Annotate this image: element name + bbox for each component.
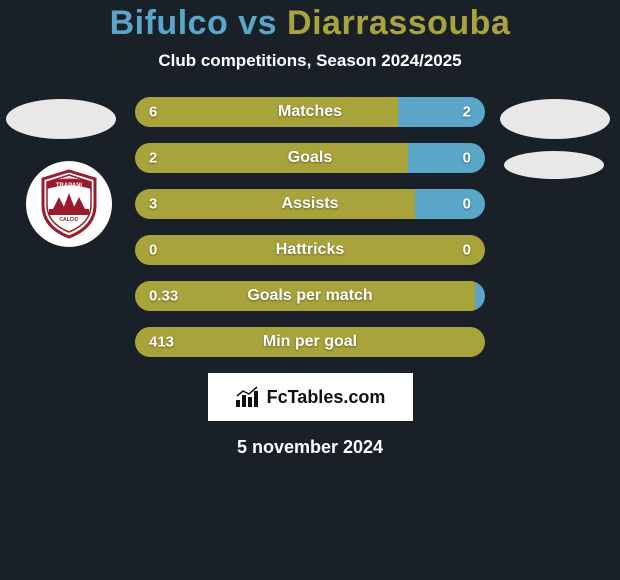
title-player2: Diarrassouba [287,4,510,42]
stat-value-left: 413 [149,334,174,351]
bar-seg-right [475,281,486,311]
subtitle: Club competitions, Season 2024/2025 [0,51,620,71]
title-vs: vs [228,4,287,42]
stat-label: Goals per match [247,287,372,305]
stat-value-right: 0 [463,242,471,259]
bar-seg-right [415,189,485,219]
watermark-text: FcTables.com [267,387,386,408]
main-area: TRAPANI CALCIO 6 2 Matches 2 0 Goals 3 0 Assists… [0,97,620,458]
date-text: 5 november 2024 [0,437,620,458]
stat-value-left: 3 [149,196,157,213]
page-title: Bifulco vs Diarrassouba [0,4,620,43]
bar-seg-right [398,97,486,127]
stat-value-left: 6 [149,104,157,121]
stat-value-right: 2 [463,104,471,121]
team-oval-right-2 [504,151,604,179]
stat-row: 2 0 Goals [135,143,485,173]
stat-label: Goals [288,149,332,167]
stat-row: 6 2 Matches [135,97,485,127]
bar-seg-left [135,189,415,219]
fctables-icon [235,386,261,408]
stat-label: Assists [282,195,339,213]
stat-row: 413 Min per goal [135,327,485,357]
stat-value-left: 0 [149,242,157,259]
stat-label: Hattricks [276,241,344,259]
comparison-bars: 6 2 Matches 2 0 Goals 3 0 Assists 0 0 Hattricks 0.33… [135,97,485,357]
stat-label: Min per goal [263,333,357,351]
team-oval-left [6,99,116,139]
bar-seg-right [408,143,485,173]
team-oval-right-1 [500,99,610,139]
stat-value-left: 0.33 [149,288,178,305]
stat-row: 3 0 Assists [135,189,485,219]
infographic-content: Bifulco vs Diarrassouba Club competition… [0,0,620,580]
bar-seg-left [135,97,398,127]
stat-value-left: 2 [149,150,157,167]
stat-value-right: 0 [463,196,471,213]
bar-seg-left [135,143,408,173]
shield-icon: TRAPANI CALCIO [39,169,99,239]
stat-value-right: 0 [463,150,471,167]
svg-text:TRAPANI: TRAPANI [56,183,83,189]
svg-text:CALCIO: CALCIO [59,217,78,223]
stat-row: 0.33 Goals per match [135,281,485,311]
stat-label: Matches [278,103,342,121]
trapani-crest: TRAPANI CALCIO [26,161,112,247]
stat-row: 0 0 Hattricks [135,235,485,265]
watermark: FcTables.com [208,373,413,421]
title-player1: Bifulco [110,4,229,42]
